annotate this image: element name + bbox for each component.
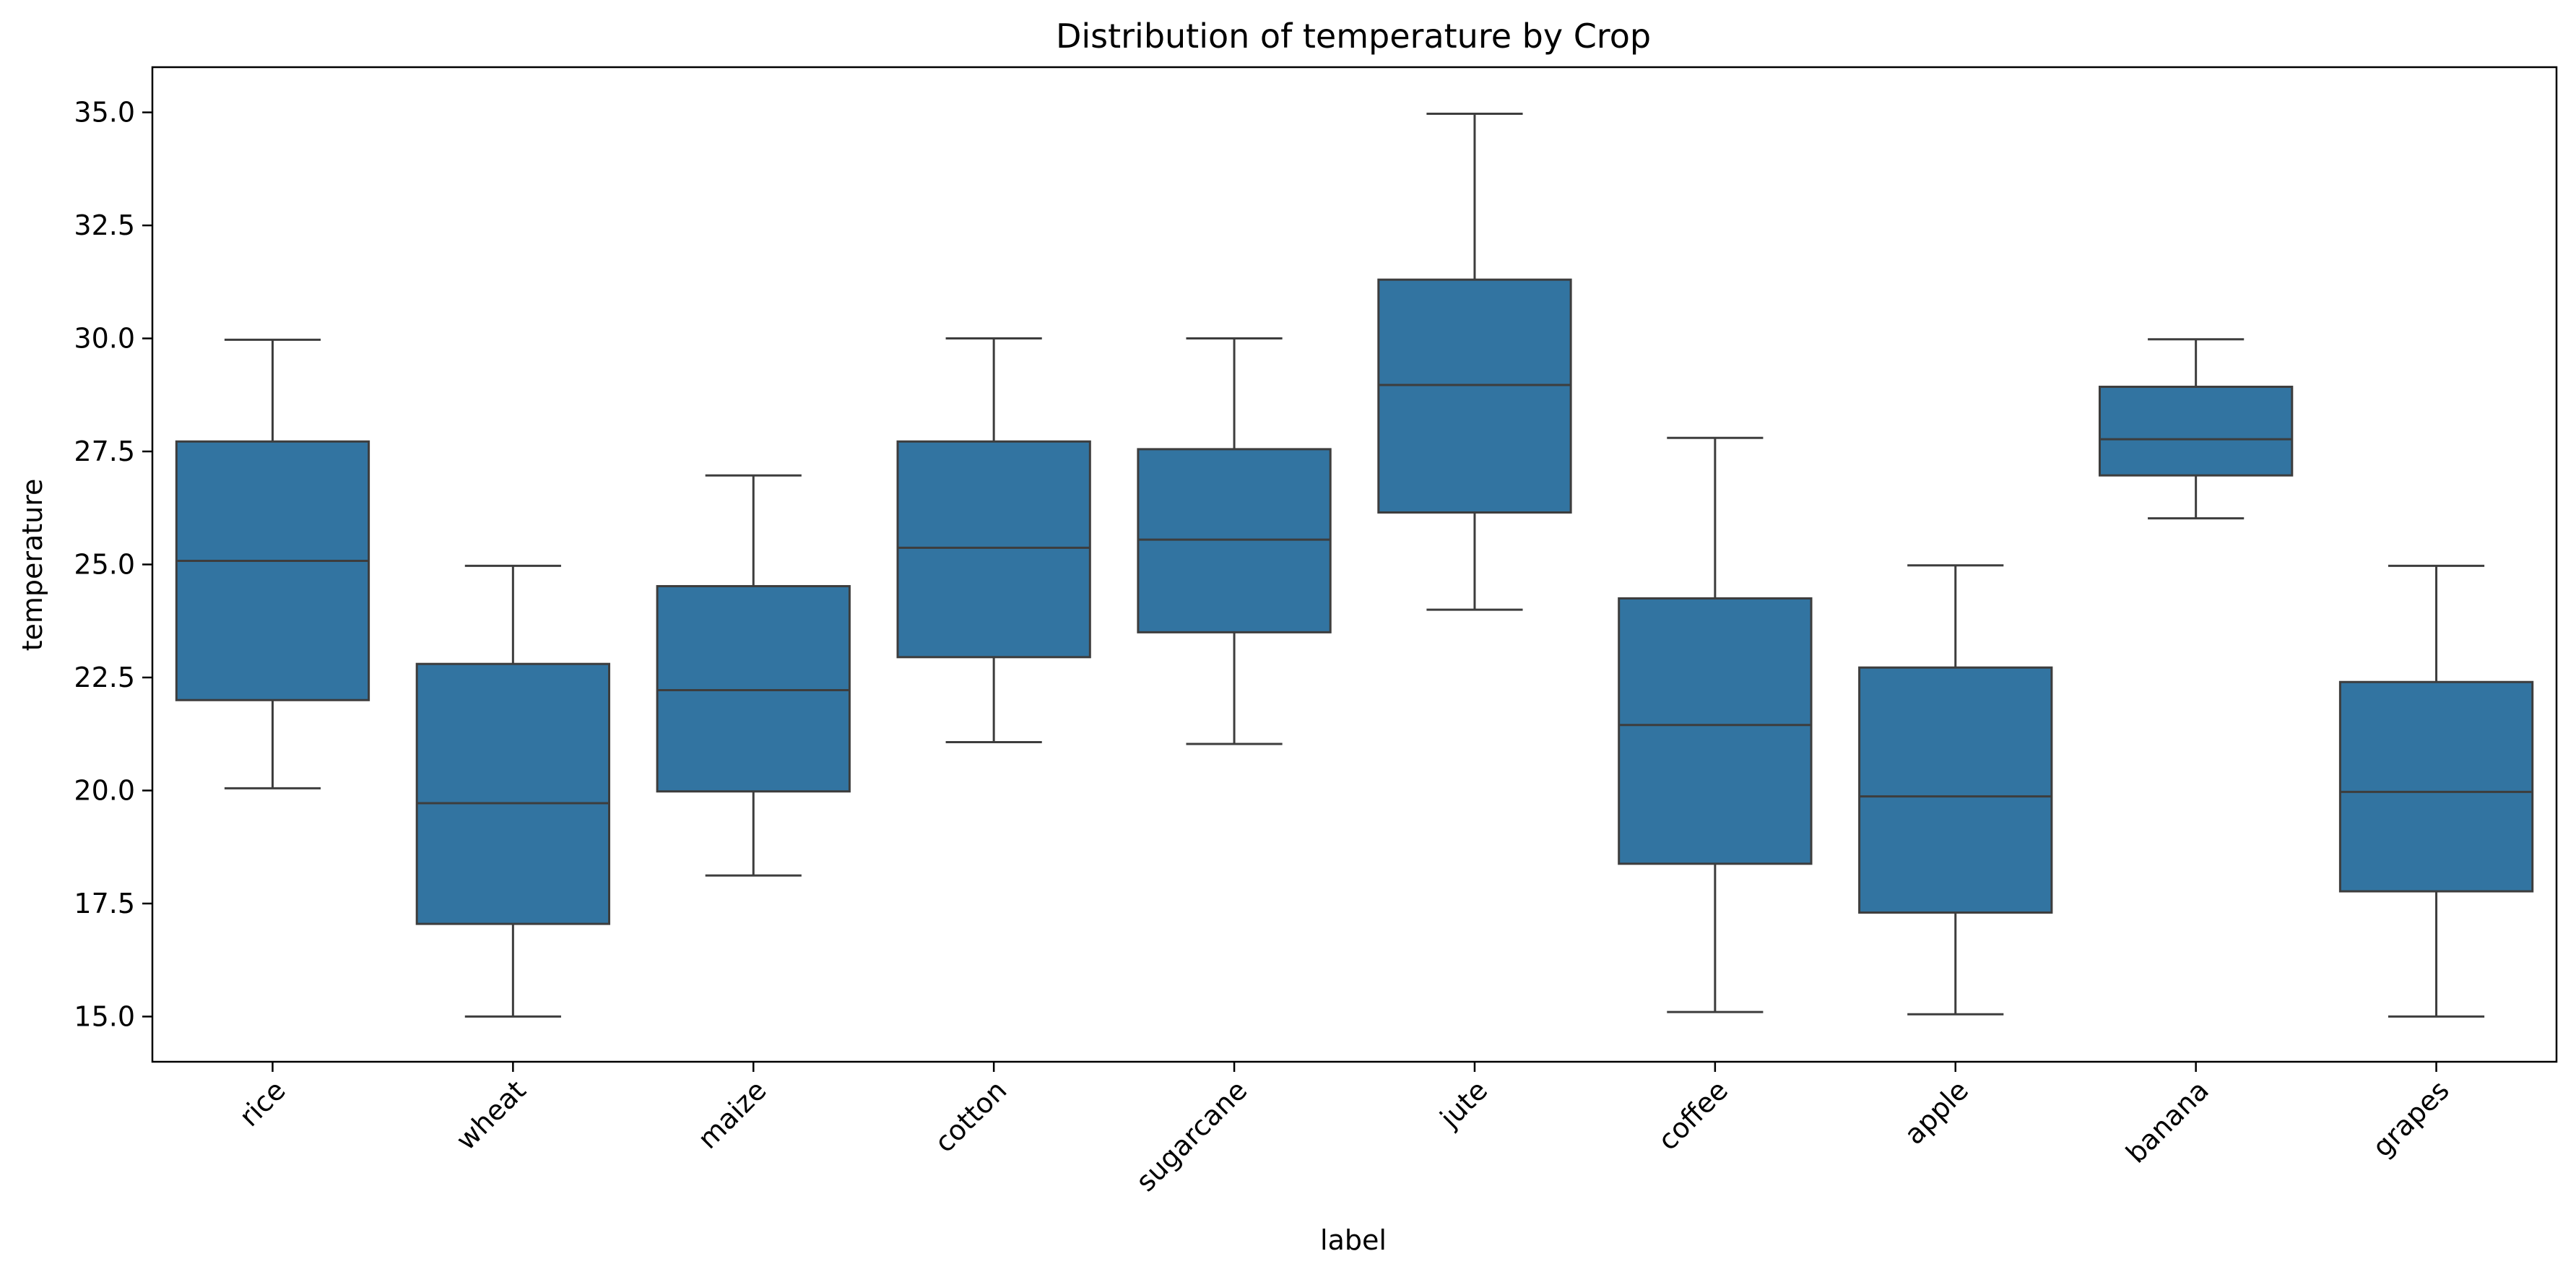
x-tick-label-cotton: cotton	[929, 1074, 1013, 1159]
y-tick-label: 15.0	[74, 1000, 135, 1032]
iqr-box	[2338, 680, 2534, 893]
chart-title: Distribution of temperature by Crop	[1056, 17, 1651, 56]
iqr-box	[1618, 597, 1813, 865]
box-wheat	[415, 564, 611, 1018]
y-tick-label: 17.5	[74, 888, 135, 919]
y-axis: 15.0 17.5 20.0 22.5 25.0 27.5 30.0 32.5 35.0	[74, 97, 152, 1032]
x-tick-label-banana: banana	[2120, 1074, 2215, 1169]
x-tick-label-rice: rice	[233, 1074, 292, 1133]
y-tick-label: 32.5	[74, 209, 135, 241]
y-tick-label: 25.0	[74, 549, 135, 581]
box-banana	[2098, 338, 2294, 520]
x-tick-label-wheat: wheat	[450, 1074, 532, 1156]
plot-area	[151, 66, 2558, 1063]
x-tick-label-jute: jute	[1434, 1074, 1493, 1134]
x-axis: rice wheat maize cotton sugarcane jute coffee a…	[233, 1062, 2455, 1198]
iqr-box	[2098, 386, 2294, 477]
box-apple	[1858, 564, 2053, 1016]
x-tick-label-apple: apple	[1898, 1074, 1974, 1151]
iqr-box	[415, 662, 611, 925]
iqr-box	[656, 585, 851, 793]
y-tick-label: 30.0	[74, 323, 135, 355]
box-maize	[656, 474, 851, 877]
iqr-box	[1137, 448, 1332, 633]
x-tick-label-sugarcane: sugarcane	[1129, 1074, 1253, 1198]
box-coffee	[1618, 436, 1813, 1013]
y-tick-label: 35.0	[74, 97, 135, 129]
y-tick-label: 22.5	[74, 662, 135, 693]
x-tick-label-maize: maize	[692, 1074, 773, 1155]
x-tick-label-coffee: coffee	[1652, 1074, 1734, 1156]
iqr-box	[1858, 666, 2053, 914]
box-grapes	[2338, 564, 2534, 1018]
iqr-box	[1377, 278, 1572, 514]
y-axis-label: temperature	[17, 479, 48, 652]
y-tick-label: 27.5	[74, 436, 135, 467]
box-sugarcane	[1137, 337, 1332, 745]
x-axis-label: label	[1320, 1224, 1387, 1256]
box-jute	[1377, 112, 1572, 611]
iqr-box	[175, 440, 370, 701]
box-cotton	[896, 337, 1091, 743]
iqr-box	[896, 440, 1091, 659]
x-tick-label-grapes: grapes	[2367, 1074, 2455, 1163]
y-tick-label: 20.0	[74, 774, 135, 806]
box-rice	[175, 338, 370, 789]
